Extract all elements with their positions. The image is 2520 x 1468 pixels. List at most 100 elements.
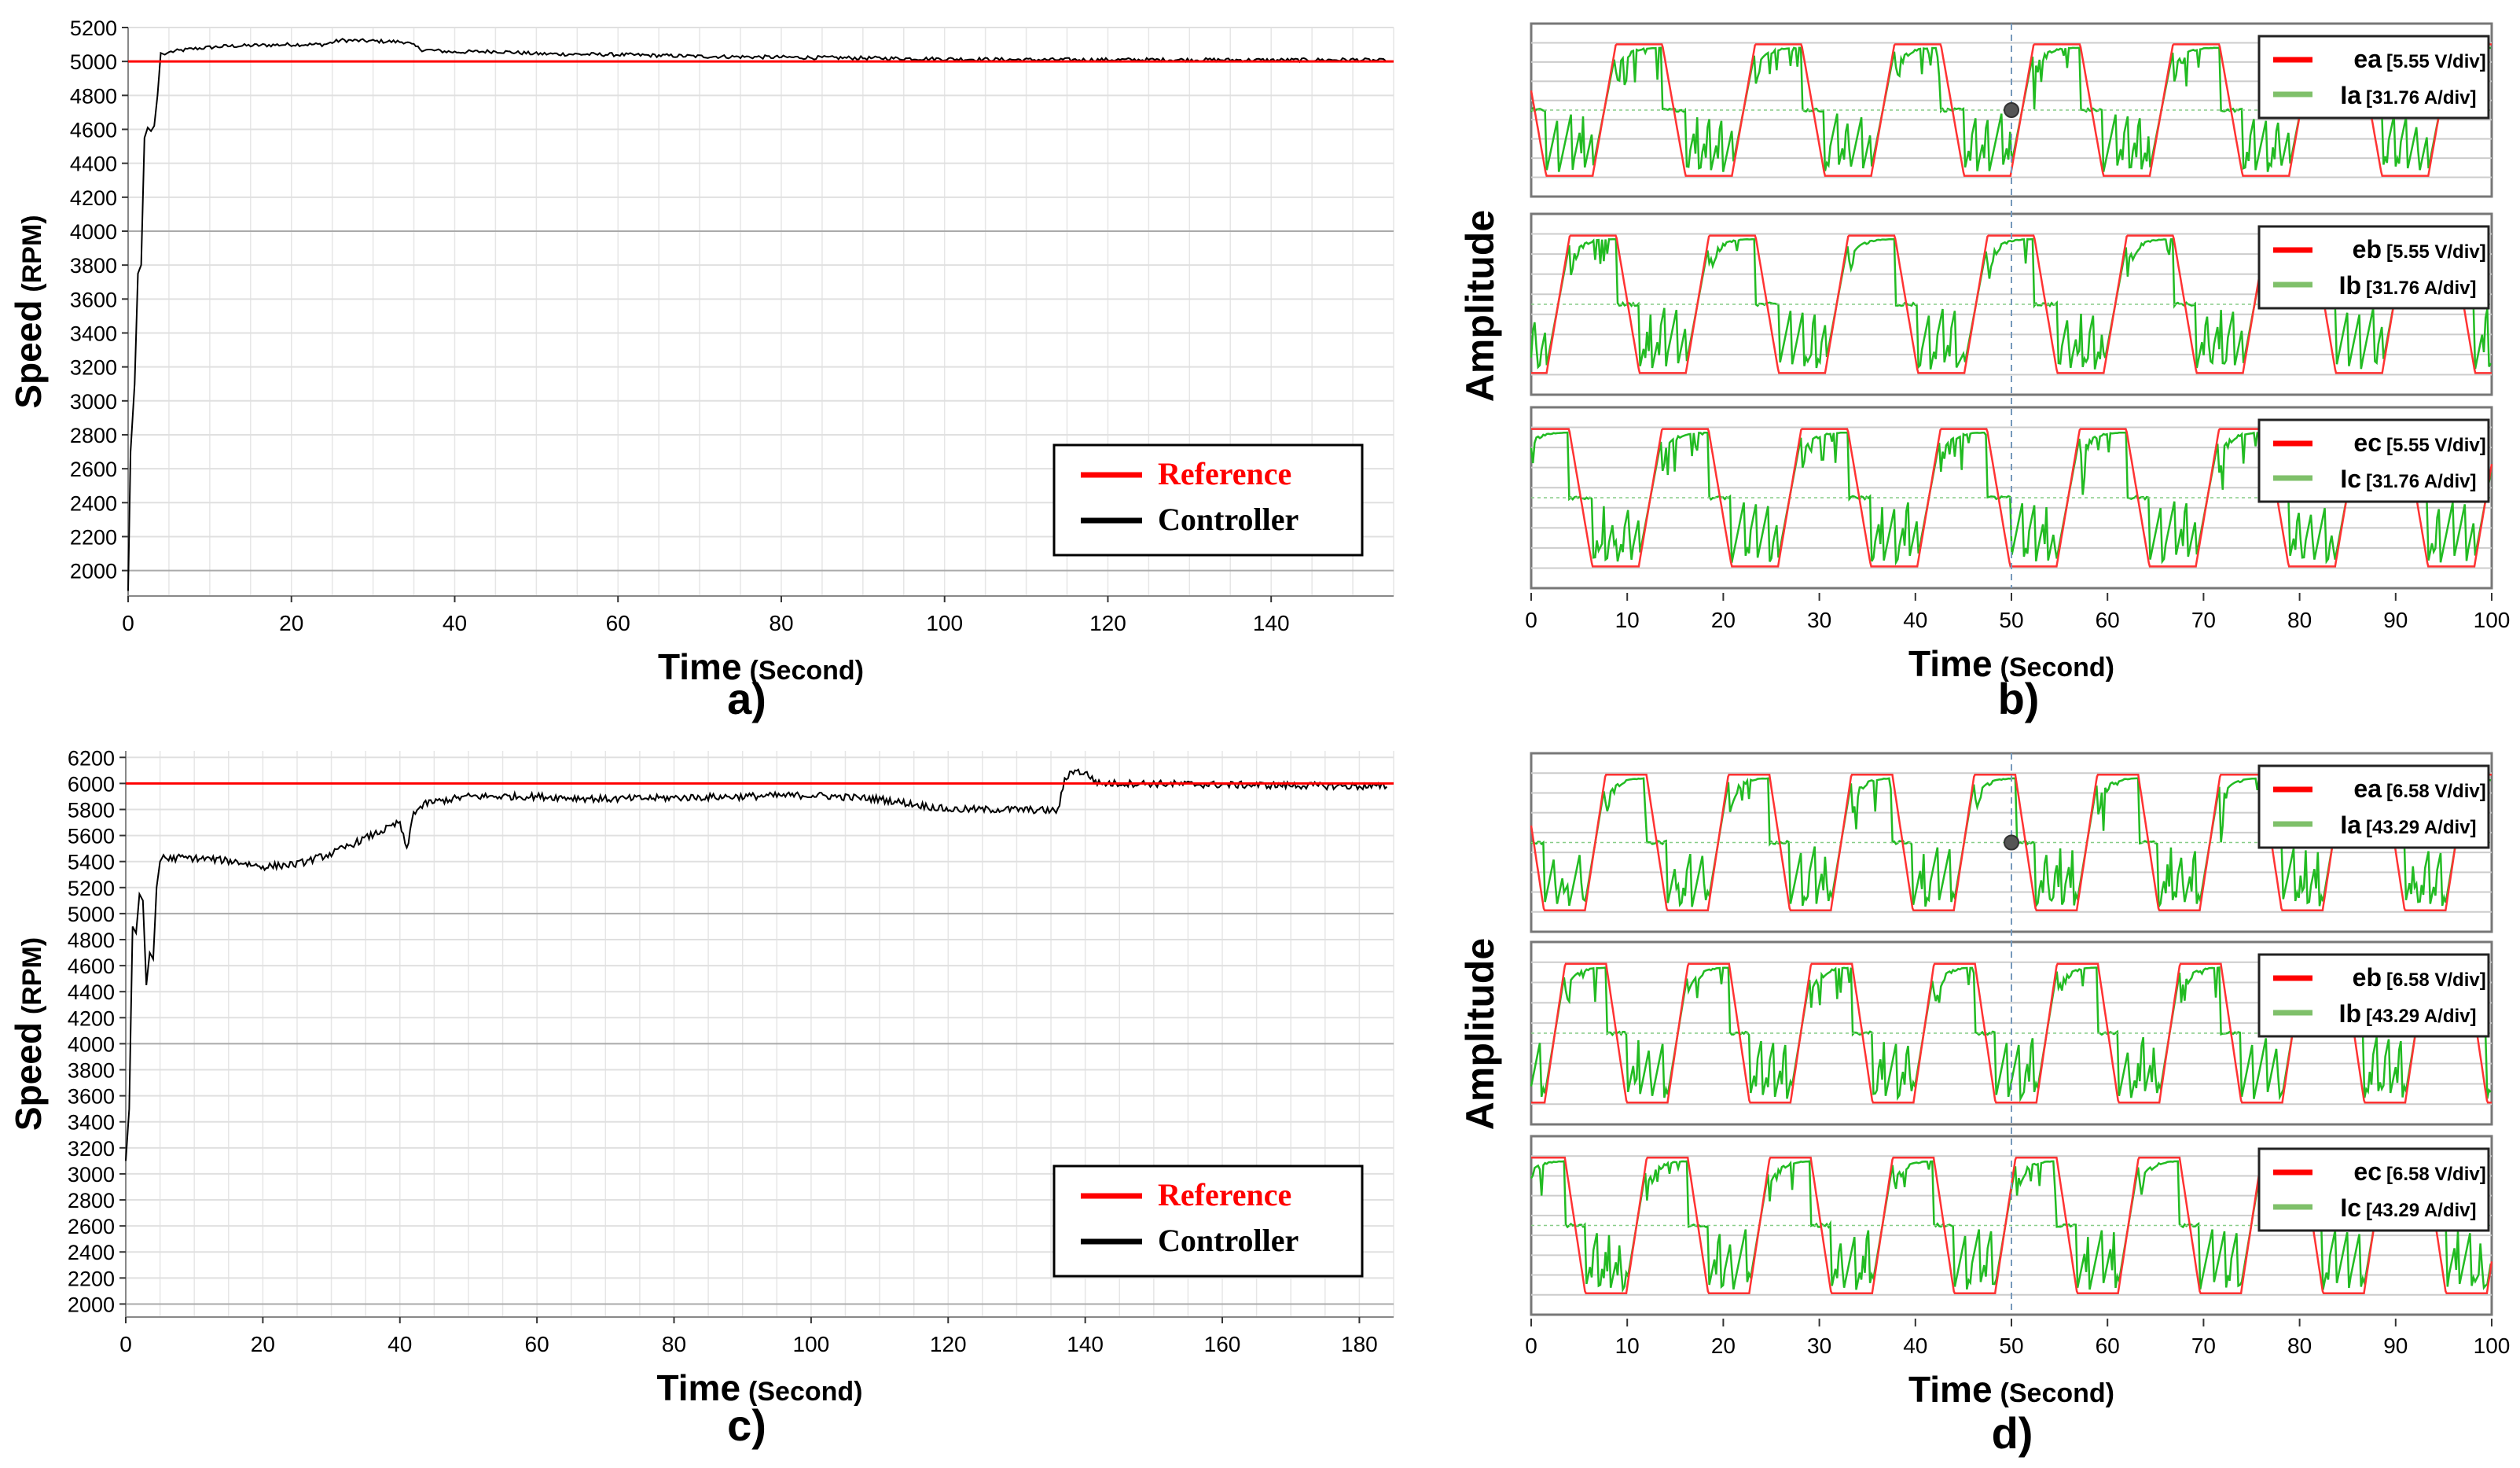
x-tick-label: 20: [279, 611, 303, 635]
legend-label-emf-scale: [6.58 V/div]: [2386, 969, 2486, 991]
waveform-chart-b: ea [5.55 V/div]Ia [31.76 A/div]eb [5.55 V/d…: [1458, 22, 2510, 684]
legend-label-current-scale: [31.76 A/div]: [2366, 87, 2477, 109]
x-axis-label-sub: (Second): [748, 1377, 862, 1407]
legend: eb [6.58 V/div] Ib [43.29 A/div]: [2257, 953, 2490, 1038]
y-tick-label: 3200: [68, 1137, 115, 1161]
x-tick-label: 160: [1204, 1332, 1241, 1356]
x-tick-label: 40: [443, 611, 467, 635]
legend-label-reference: Reference: [1158, 456, 1291, 491]
x-tick-label: 0: [122, 611, 134, 635]
y-tick-label: 2600: [70, 458, 117, 481]
y-tick-label: 3200: [70, 356, 117, 380]
x-axis-label-main: Time: [1908, 643, 1993, 684]
y-tick-label: 3400: [70, 322, 117, 345]
y-tick-label: 4000: [68, 1032, 115, 1056]
y-tick-label: 4600: [68, 955, 115, 978]
y-axis-label: Speed (RPM): [8, 937, 49, 1131]
legend-label-controller: Controller: [1158, 1223, 1299, 1258]
x-axis-label: Time (Second): [658, 646, 864, 687]
x-axis-label: Time (Second): [657, 1367, 863, 1408]
legend-label-emf: ea: [2353, 774, 2382, 803]
x-tick-label: 80: [662, 1332, 686, 1356]
x-tick-label: 60: [2096, 608, 2120, 632]
x-tick-label: 0: [1525, 1334, 1537, 1358]
y-tick-label: 3800: [70, 254, 117, 278]
legend-box: [2257, 225, 2490, 310]
legend-label-current: Ib: [2339, 999, 2361, 1028]
legend: Reference Controller: [1052, 1164, 1364, 1278]
waveform-chart-d: ea [6.58 V/div]Ia [43.29 A/div] eb [6.58 V/d…: [1458, 752, 2510, 1410]
y-tick-label: 5200: [68, 877, 115, 900]
x-tick-label: 80: [769, 611, 793, 635]
legend-label-emf: eb: [2353, 963, 2382, 992]
legend-box: [1052, 443, 1364, 557]
legend-label-emf-scale: [5.55 V/div]: [2386, 241, 2486, 263]
x-tick-label: 30: [1807, 608, 1831, 632]
legend-label-reference: Reference: [1158, 1177, 1291, 1212]
y-axis-label: Amplitude: [1458, 938, 1502, 1130]
y-tick-label: 2400: [68, 1241, 115, 1264]
y-tick-label: 4400: [68, 981, 115, 1004]
legend: ea [5.55 V/div] Ia [31.76 A/div]: [2257, 35, 2490, 120]
x-tick-label: 50: [1999, 608, 2023, 632]
y-tick-label: 4800: [68, 929, 115, 952]
y-tick-label: 2200: [68, 1267, 115, 1290]
x-tick-label: 70: [2191, 608, 2216, 632]
legend-box: [2257, 953, 2490, 1038]
x-tick-label: 60: [525, 1332, 549, 1356]
legend: Reference Controller: [1052, 443, 1364, 557]
x-tick-label: 140: [1253, 611, 1290, 635]
x-tick-label: 40: [388, 1332, 412, 1356]
x-tick-label: 20: [1711, 1334, 1736, 1358]
x-tick-label: 120: [1089, 611, 1126, 635]
x-tick-label: 40: [1903, 608, 1927, 632]
x-axis-label: Time (Second): [1908, 1369, 2114, 1410]
legend-box: [1052, 1164, 1364, 1278]
y-tick-label: 2600: [68, 1215, 115, 1238]
legend-label-current: Ia: [2340, 811, 2361, 839]
y-axis-label-main: Speed: [8, 300, 49, 409]
legend-label-controller: Controller: [1158, 502, 1299, 537]
y-tick-label: 3000: [68, 1163, 115, 1187]
legend-label-current: Ic: [2340, 1194, 2361, 1222]
x-tick-label: 90: [2383, 608, 2408, 632]
x-axis-label: Time (Second): [1908, 643, 2114, 684]
phase-subplot-2: eb [6.58 V/div] Ib [43.29 A/div]: [1530, 940, 2493, 1126]
legend-box: [2257, 418, 2490, 503]
x-tick-label: 90: [2383, 1334, 2408, 1358]
y-tick-label: 6000: [68, 772, 115, 796]
cursor-marker: [2004, 834, 2019, 851]
x-tick-label: 100: [793, 1332, 830, 1356]
y-tick-label: 5400: [68, 851, 115, 874]
speed-chart-c: 2000 2200 2400 2600 280030003200340036003800…: [8, 746, 1394, 1408]
y-tick-label: 5600: [68, 825, 115, 848]
y-tick-label: 3000: [70, 390, 117, 414]
y-tick-label: 5800: [68, 798, 115, 822]
x-axis-label-main: Time: [1908, 1369, 1993, 1410]
legend-label-emf-scale: [5.55 V/div]: [2386, 435, 2486, 456]
x-tick-label: 0: [1525, 608, 1537, 632]
x-axis-label-main: Time: [657, 1367, 741, 1408]
x-axis-label-sub: (Second): [750, 656, 864, 686]
y-axis-label: Speed (RPM): [8, 215, 49, 408]
cursor-marker: [2004, 102, 2019, 118]
x-tick-label: 30: [1807, 1334, 1831, 1358]
y-tick-label: 5200: [70, 17, 117, 40]
current-series-line: [1530, 431, 2492, 566]
legend-label-current: Ib: [2339, 271, 2361, 300]
panel-label-a: a): [727, 674, 766, 723]
x-tick-label: 60: [2096, 1334, 2120, 1358]
y-tick-label: 2800: [68, 1189, 115, 1212]
y-tick-label: 3600: [70, 288, 117, 311]
legend-label-emf: ec: [2353, 1157, 2382, 1186]
emf-series-line: [1530, 773, 2492, 912]
legend-box: [2257, 35, 2490, 120]
y-tick-label: 4600: [70, 118, 117, 142]
legend: ea [6.58 V/div] Ia [43.29 A/div]: [2257, 764, 2490, 849]
legend-label-current-scale: [31.76 A/div]: [2366, 278, 2477, 299]
legend-label-emf-scale: [5.55 V/div]: [2386, 51, 2486, 72]
y-tick-label: 4000: [70, 220, 117, 244]
x-tick-label: 80: [2287, 608, 2312, 632]
panel-label-d: d): [1992, 1408, 2033, 1458]
x-tick-label: 120: [930, 1332, 967, 1356]
